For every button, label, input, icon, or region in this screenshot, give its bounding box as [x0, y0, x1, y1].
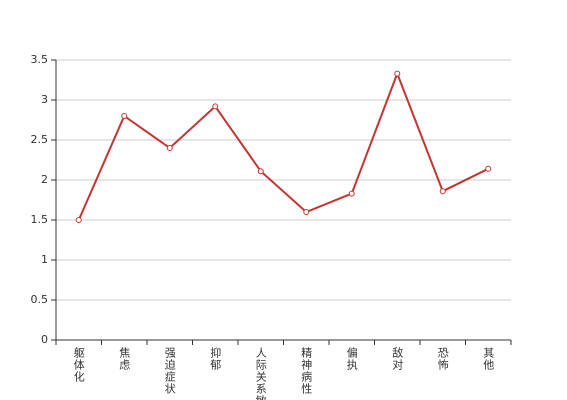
x-tick-label: 偏执	[345, 346, 358, 371]
x-tick-label: 人际关系敏感	[254, 347, 267, 400]
point	[439, 188, 446, 195]
y-tick-label: 2	[41, 173, 48, 186]
y-tick-label: 0	[41, 333, 48, 346]
x-tick-label: 其他	[482, 347, 495, 371]
y-tick-label: 2.5	[31, 133, 49, 146]
point	[166, 145, 173, 151]
x-tick-label: 躯体化	[72, 347, 85, 383]
y-tick-label: 3.5	[31, 53, 49, 66]
x-tick-label: 强迫症状	[163, 347, 176, 395]
point	[303, 209, 310, 215]
x-tick-label: 抑郁	[209, 346, 222, 371]
point	[75, 217, 82, 223]
point	[394, 70, 401, 77]
line	[77, 70, 489, 221]
y-tick-label: 0.5	[31, 293, 49, 306]
x-tick-label: 敌对	[391, 346, 404, 371]
x-tick-label: 焦虑	[118, 347, 131, 371]
y-tick-label: 1.5	[31, 213, 49, 226]
point	[121, 113, 128, 119]
x-tick-label: 恐怖	[436, 347, 449, 371]
point	[257, 168, 264, 175]
point	[212, 103, 219, 110]
point	[348, 190, 355, 197]
x-tick-label: 精神病性	[300, 347, 313, 395]
y-tick-label: 3	[41, 93, 48, 106]
point	[485, 165, 492, 172]
y-tick-label: 1	[41, 253, 48, 266]
